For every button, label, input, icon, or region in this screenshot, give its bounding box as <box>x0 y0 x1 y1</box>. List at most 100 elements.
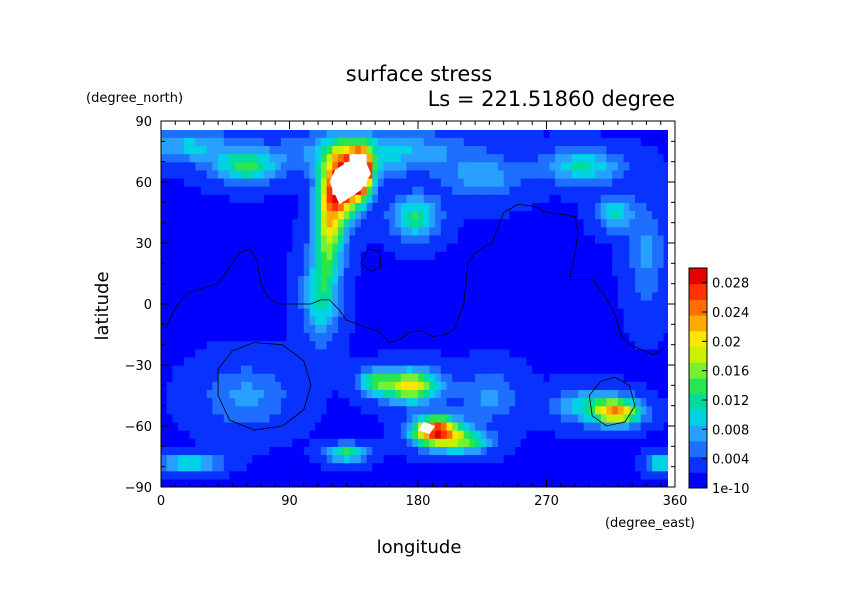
heatmap-cell <box>366 275 373 285</box>
heatmap-cell <box>395 202 402 212</box>
heatmap-cell <box>252 446 259 456</box>
heatmap-cell <box>240 169 248 179</box>
heatmap-cell <box>412 177 419 187</box>
heatmap-cell <box>492 438 499 447</box>
heatmap-cell <box>200 153 208 163</box>
heatmap-cell <box>292 438 299 447</box>
heatmap-cell <box>492 177 499 187</box>
contour-line <box>217 342 312 431</box>
heatmap-cell <box>360 340 368 350</box>
heatmap-cell <box>355 405 362 415</box>
heatmap-cell <box>549 308 556 317</box>
heatmap-cell <box>166 365 174 374</box>
heatmap-cell <box>537 210 545 220</box>
heatmap-cell <box>286 226 293 236</box>
heatmap-cell <box>537 430 545 439</box>
heatmap-cell <box>309 291 316 301</box>
heatmap-cell <box>303 381 311 390</box>
heatmap-cell <box>623 259 630 268</box>
heatmap-cell <box>663 373 668 382</box>
heatmap-cell <box>572 389 579 399</box>
heatmap-cell <box>183 308 191 317</box>
heatmap-cell <box>161 145 168 155</box>
heatmap-cell <box>258 405 265 415</box>
heatmap-cell <box>366 470 373 480</box>
heatmap-cell <box>246 421 253 431</box>
heatmap-cell <box>303 218 311 228</box>
heatmap-cell <box>457 177 465 187</box>
heatmap-cell <box>315 291 322 301</box>
heatmap-cell <box>440 234 448 244</box>
heatmap-cell <box>332 234 339 244</box>
heatmap-cell <box>446 153 453 163</box>
heatmap-cell <box>475 177 482 187</box>
heatmap-cell <box>646 373 653 382</box>
heatmap-cell <box>452 267 459 277</box>
heatmap-cell <box>349 470 356 480</box>
heatmap-cell <box>200 373 208 382</box>
heatmap-cell <box>657 470 665 480</box>
heatmap-cell <box>246 137 253 146</box>
heatmap-cell <box>229 259 236 268</box>
heatmap-cell <box>229 365 236 374</box>
heatmap-cell <box>383 462 391 472</box>
heatmap-cell <box>657 299 665 309</box>
heatmap-cell <box>338 153 345 163</box>
heatmap-cell <box>497 153 505 163</box>
heatmap-cell <box>200 381 208 390</box>
heatmap-cell <box>360 373 368 382</box>
heatmap-cell <box>172 478 179 487</box>
heatmap-cell <box>583 421 590 431</box>
heatmap-cell <box>292 405 299 415</box>
heatmap-cell <box>218 145 225 155</box>
heatmap-cell <box>338 348 345 358</box>
heatmap-cell <box>320 365 328 374</box>
heatmap-cell <box>195 430 202 439</box>
heatmap-cell <box>543 145 550 155</box>
heatmap-cell <box>532 316 539 325</box>
heatmap-cell <box>303 186 311 195</box>
heatmap-cell <box>338 421 345 431</box>
heatmap-cell <box>492 332 499 342</box>
heatmap-cell <box>355 153 362 163</box>
heatmap-cell <box>555 478 562 487</box>
heatmap-cell <box>183 454 191 464</box>
heatmap-cell <box>252 275 259 285</box>
heatmap-cell <box>161 308 168 317</box>
heatmap-cell <box>383 308 391 317</box>
heatmap-cell <box>338 243 345 252</box>
heatmap-cell <box>629 130 636 138</box>
heatmap-cell <box>223 177 231 187</box>
heatmap-cell <box>338 316 345 325</box>
heatmap-cell <box>623 145 630 155</box>
heatmap-cell <box>200 332 208 342</box>
heatmap-cell <box>315 202 322 212</box>
heatmap-cell <box>423 145 431 155</box>
heatmap-cell <box>252 478 259 487</box>
heatmap-cell <box>315 275 322 285</box>
heatmap-cell <box>332 137 339 146</box>
heatmap-cell <box>440 161 448 171</box>
heatmap-cell <box>349 145 356 155</box>
heatmap-cell <box>218 348 225 358</box>
heatmap-cell <box>258 291 265 301</box>
heatmap-cell <box>486 316 493 325</box>
heatmap-cell <box>395 243 402 252</box>
heatmap-cell <box>583 299 590 309</box>
heatmap-cell <box>646 421 653 431</box>
heatmap-cell <box>515 348 522 358</box>
heatmap-cell <box>372 430 379 439</box>
heatmap-cell <box>657 413 665 423</box>
heatmap-cell <box>418 283 425 293</box>
heatmap-cell <box>566 324 573 334</box>
heatmap-cell <box>406 389 413 399</box>
heatmap-cell <box>583 291 590 301</box>
heatmap-cell <box>537 130 545 138</box>
heatmap-cell <box>503 348 510 358</box>
heatmap-cell <box>423 365 431 374</box>
heatmap-cell <box>195 202 202 212</box>
heatmap-cell <box>195 259 202 268</box>
heatmap-cell <box>280 356 288 366</box>
heatmap-cell <box>577 421 585 431</box>
